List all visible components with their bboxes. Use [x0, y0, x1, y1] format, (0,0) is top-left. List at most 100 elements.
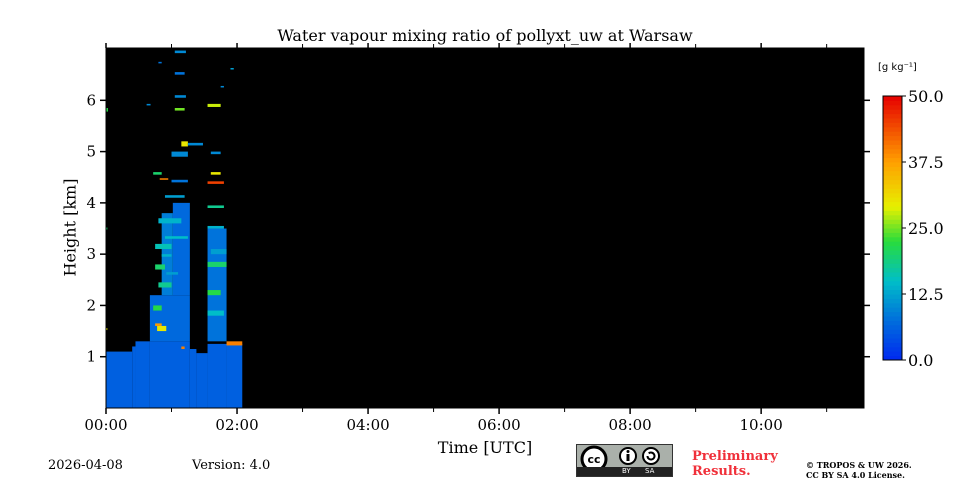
heatmap-cell: [106, 351, 133, 408]
x-axis-label: Time [UTC]: [437, 438, 533, 457]
heatmap-cell: [220, 85, 224, 88]
heatmap-cell: [164, 195, 185, 198]
cc-license-badge[interactable]: cc BY SA: [576, 444, 673, 477]
y-tick-label: 6: [86, 91, 96, 109]
y-tick-label: 5: [86, 143, 96, 161]
heatmap-cell: [207, 343, 227, 408]
heatmap-cell: [207, 205, 224, 208]
preliminary-notice: Preliminary Results.: [692, 449, 778, 479]
colorbar-segment: [883, 188, 902, 194]
colorbar-segment: [883, 280, 902, 286]
heatmap-cell: [166, 272, 179, 275]
heatmap-cell: [106, 108, 108, 112]
colorbar-segment: [883, 140, 902, 145]
colorbar-segment: [883, 324, 902, 330]
colorbar-segment: [883, 122, 902, 128]
colorbar-segment: [883, 245, 902, 251]
date-label: 2026-04-08: [48, 458, 123, 473]
cc-icons: cc: [580, 445, 660, 467]
y-tick-label: 3: [86, 245, 96, 263]
colorbar-segment: [883, 241, 902, 247]
heatmap-cell: [207, 228, 227, 342]
heatmap-cell: [226, 343, 243, 408]
heatmap-cell: [172, 202, 190, 296]
colorbar-segment: [883, 232, 902, 238]
heatmap-cell: [207, 310, 224, 316]
colorbar-segment: [883, 329, 902, 335]
colorbar-tick-label: 25.0: [908, 219, 944, 238]
heatmap-cell: [132, 346, 136, 408]
heatmap-cell: [210, 249, 227, 255]
heatmap-cell: [189, 349, 197, 408]
colorbar-tick-label: 50.0: [908, 87, 944, 106]
colorbar-segment: [883, 311, 902, 317]
colorbar-segment: [883, 179, 902, 185]
preliminary-line-1: Preliminary: [692, 449, 778, 464]
plot-frame: [105, 47, 865, 409]
colorbar-segment: [883, 316, 902, 321]
colorbar-segment: [883, 100, 902, 106]
colorbar-segment: [883, 131, 902, 137]
heatmap-cell: [158, 282, 172, 288]
colorbar-segment: [883, 236, 902, 242]
colorbar-segment: [883, 96, 902, 101]
colorbar-segment: [883, 175, 902, 181]
colorbar-segment: [883, 184, 902, 189]
heatmap-cell: [153, 305, 162, 311]
colorbar-segment: [883, 342, 902, 348]
heatmap-cell: [171, 151, 188, 157]
x-tick-label: 08:00: [608, 416, 651, 434]
heatmap-cell: [210, 172, 221, 175]
y-tick-label: 1: [86, 348, 96, 366]
heatmap-cell: [135, 341, 150, 408]
colorbar-segment: [883, 258, 902, 264]
colorbar-segment: [883, 272, 902, 277]
colorbar-segment: [883, 197, 902, 203]
colorbar-segment: [883, 223, 902, 229]
heatmap-cell: [210, 151, 221, 155]
colorbar-unit: [g kg⁻¹]: [878, 62, 917, 73]
heatmap-cell: [207, 225, 224, 229]
heatmap-cell: [174, 108, 185, 111]
heatmap-cell: [158, 218, 182, 224]
colorbar-segment: [883, 276, 902, 282]
y-tick-label: 4: [86, 194, 96, 212]
heatmap-cell: [106, 227, 108, 230]
heatmap-cell: [155, 264, 165, 270]
colorbar-segment: [883, 346, 902, 352]
heatmap-cell: [106, 328, 108, 331]
colorbar-segment: [883, 104, 902, 110]
heatmap-cell: [207, 181, 224, 184]
heatmap-cell: [174, 95, 186, 98]
x-tick-label: 10:00: [740, 416, 783, 434]
colorbar-segment: [883, 338, 902, 343]
heatmap-cell: [230, 68, 234, 70]
heatmap-cell: [164, 236, 188, 239]
heatmap-cell: [159, 178, 169, 180]
colorbar-segment: [883, 113, 902, 119]
heatmap-cell: [174, 50, 186, 54]
colorbar-segment: [883, 162, 902, 167]
heatmap-cell: [153, 172, 162, 175]
colorbar-segment: [883, 153, 902, 159]
colorbar-segment: [883, 307, 902, 313]
colorbar-segment: [883, 267, 902, 273]
heatmap-cell: [158, 61, 162, 64]
cc-text: cc: [587, 453, 600, 466]
colorbar-segment: [883, 201, 902, 207]
heatmap-cell: [155, 243, 172, 250]
heatmap-cell: [146, 103, 151, 106]
colorbar-tick-label: 37.5: [908, 153, 944, 172]
heatmap-cell: [207, 261, 227, 267]
x-tick-label: 04:00: [346, 416, 389, 434]
colorbar-segment: [883, 210, 902, 216]
colorbar-segment: [883, 333, 902, 339]
heatmap-cell: [207, 103, 221, 107]
colorbar-tick-label: 12.5: [908, 285, 944, 304]
heatmap-cell: [226, 341, 243, 346]
colorbar-segment: [883, 170, 902, 176]
heatmap-cell: [187, 142, 203, 146]
colorbar-segment: [883, 206, 902, 211]
colorbar-segment: [883, 118, 902, 123]
